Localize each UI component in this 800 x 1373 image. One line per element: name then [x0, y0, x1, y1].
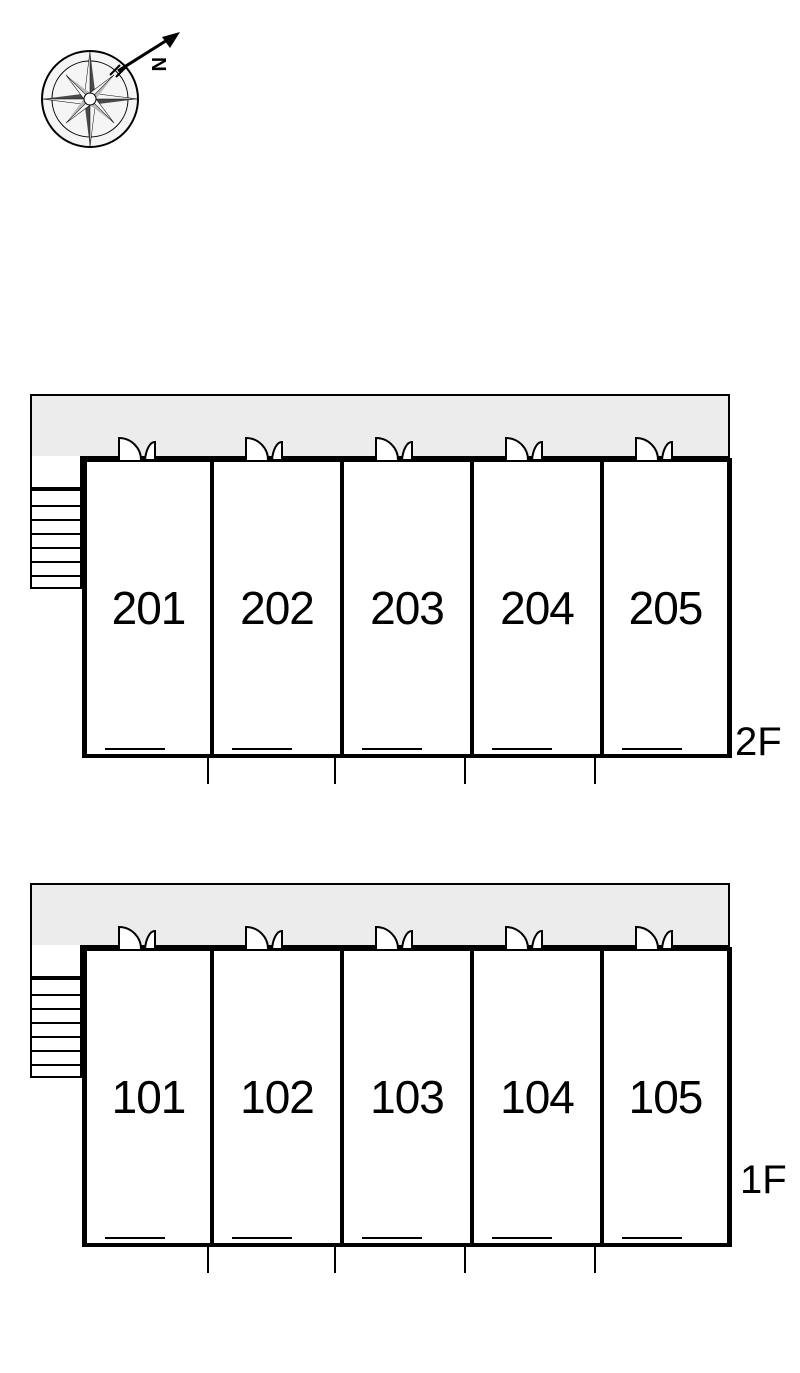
window-mark	[362, 748, 422, 756]
unit-101: 101	[82, 947, 212, 1247]
stairs-2f-top	[30, 456, 82, 489]
unit-label: 105	[629, 1070, 703, 1124]
unit-label: 104	[500, 1070, 574, 1124]
tick-mark	[207, 1243, 209, 1273]
window-mark	[622, 1237, 682, 1245]
unit-203: 203	[342, 458, 472, 758]
tick-mark	[464, 754, 466, 784]
tick-mark	[334, 1243, 336, 1273]
window-mark	[492, 1237, 552, 1245]
unit-104: 104	[472, 947, 602, 1247]
floor-2f: 201 202 203 204 205	[0, 394, 780, 794]
tick-mark	[594, 1243, 596, 1273]
door-icon	[634, 923, 682, 951]
window-mark	[622, 748, 682, 756]
tick-mark	[207, 754, 209, 784]
unit-103: 103	[342, 947, 472, 1247]
window-mark	[105, 1237, 165, 1245]
door-icon	[374, 434, 422, 462]
compass-north-label: N	[147, 57, 169, 71]
unit-202: 202	[212, 458, 342, 758]
unit-205: 205	[602, 458, 732, 758]
unit-201: 201	[82, 458, 212, 758]
door-icon	[634, 434, 682, 462]
unit-label: 205	[629, 581, 703, 635]
window-mark	[362, 1237, 422, 1245]
door-icon	[117, 923, 165, 951]
unit-204: 204	[472, 458, 602, 758]
tick-mark	[594, 754, 596, 784]
unit-label: 101	[112, 1070, 186, 1124]
window-mark	[492, 748, 552, 756]
window-mark	[232, 748, 292, 756]
unit-105: 105	[602, 947, 732, 1247]
unit-label: 202	[240, 581, 314, 635]
unit-label: 203	[370, 581, 444, 635]
unit-102: 102	[212, 947, 342, 1247]
stairs-1f-top	[30, 945, 82, 978]
door-icon	[374, 923, 422, 951]
tick-mark	[464, 1243, 466, 1273]
tick-mark	[334, 754, 336, 784]
unit-label: 102	[240, 1070, 314, 1124]
unit-row-1f: 101 102 103 104 105	[82, 947, 732, 1247]
floor-1f: 101 102 103 104 105	[0, 883, 780, 1283]
door-icon	[504, 923, 552, 951]
door-icon	[117, 434, 165, 462]
unit-label: 201	[112, 581, 186, 635]
window-mark	[232, 1237, 292, 1245]
floor-label-2f: 2F	[735, 720, 782, 765]
door-icon	[504, 434, 552, 462]
stairs-1f	[30, 978, 82, 1078]
compass-icon: N	[30, 25, 195, 160]
floor-label-1f: 1F	[740, 1158, 787, 1203]
unit-label: 103	[370, 1070, 444, 1124]
door-icon	[244, 923, 292, 951]
unit-label: 204	[500, 581, 574, 635]
unit-row-2f: 201 202 203 204 205	[82, 458, 732, 758]
door-icon	[244, 434, 292, 462]
stairs-2f	[30, 489, 82, 589]
window-mark	[105, 748, 165, 756]
